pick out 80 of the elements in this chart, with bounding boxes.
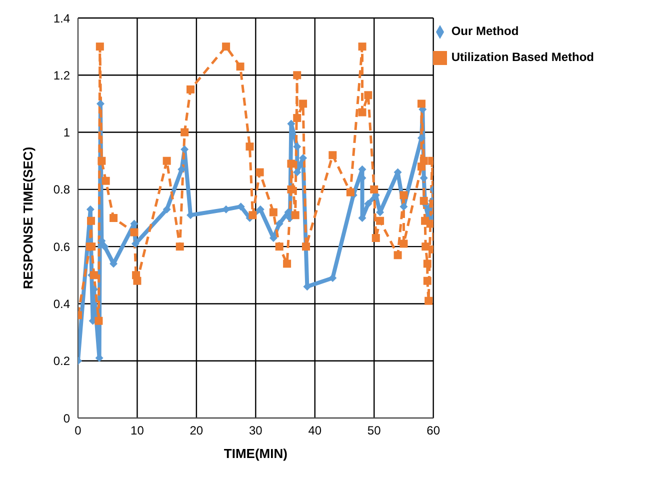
point xyxy=(275,220,284,228)
point xyxy=(100,242,109,251)
point xyxy=(283,260,292,268)
point xyxy=(394,251,402,260)
y-tick-label: 1.4 xyxy=(53,11,70,26)
point xyxy=(299,154,308,162)
point xyxy=(256,205,264,214)
y-tick-label: 0 xyxy=(63,411,70,426)
point xyxy=(246,142,254,151)
point xyxy=(293,142,302,151)
point xyxy=(269,208,278,216)
point xyxy=(358,42,366,51)
y-axis-title: RESPONSE TIME(SEC) xyxy=(20,146,36,290)
y-tick-label: 0.6 xyxy=(53,240,70,254)
point xyxy=(400,202,408,211)
point xyxy=(364,91,372,100)
x-tick-label: 10 xyxy=(130,424,144,438)
point xyxy=(328,274,337,282)
point xyxy=(293,168,302,176)
point xyxy=(96,100,105,108)
point xyxy=(302,242,310,251)
point xyxy=(400,191,408,200)
point xyxy=(287,185,296,194)
point xyxy=(87,216,96,225)
point xyxy=(162,156,171,165)
point xyxy=(180,145,189,154)
point xyxy=(420,156,428,165)
point xyxy=(423,276,432,285)
point xyxy=(256,168,264,176)
point xyxy=(133,276,142,285)
point xyxy=(422,242,430,251)
point xyxy=(346,188,354,196)
point xyxy=(222,42,230,51)
point xyxy=(180,128,189,136)
x-tick-label: 50 xyxy=(367,424,382,438)
point xyxy=(376,216,384,225)
point xyxy=(358,108,366,116)
point xyxy=(131,240,140,248)
point xyxy=(248,211,257,220)
point xyxy=(299,100,308,108)
point xyxy=(236,62,244,71)
point xyxy=(162,205,171,214)
point xyxy=(328,151,337,160)
point xyxy=(372,234,380,242)
y-tick-label: 1.2 xyxy=(53,68,70,82)
point xyxy=(186,85,195,94)
point xyxy=(275,242,284,251)
legend-label: Our Method xyxy=(451,24,519,38)
point xyxy=(96,42,104,51)
point xyxy=(420,196,428,205)
y-tick-label: 1 xyxy=(63,126,70,140)
point xyxy=(426,220,434,228)
point xyxy=(287,160,296,168)
x-tick-label: 20 xyxy=(190,424,204,438)
point xyxy=(370,185,378,194)
point xyxy=(420,174,428,182)
point xyxy=(400,240,408,248)
point xyxy=(417,100,426,108)
point xyxy=(94,316,103,325)
x-tick-label: 0 xyxy=(74,424,82,438)
point xyxy=(98,156,106,165)
point xyxy=(130,228,138,236)
point xyxy=(417,134,426,142)
point xyxy=(424,296,433,305)
point xyxy=(102,176,110,185)
point xyxy=(364,200,372,208)
point xyxy=(293,71,302,80)
point xyxy=(423,260,432,268)
x-axis-title: TIME(MIN) xyxy=(224,446,288,461)
legend-label: Utilization Based Method xyxy=(451,50,594,64)
x-tick-label: 30 xyxy=(248,424,263,438)
y-tick-label: 0.8 xyxy=(53,182,70,197)
point xyxy=(176,242,184,251)
y-tick-label: 0.4 xyxy=(53,296,70,311)
point xyxy=(293,114,302,122)
y-tick-label: 0.2 xyxy=(53,354,70,368)
x-tick-label: 40 xyxy=(308,424,322,438)
x-tick-label: 60 xyxy=(426,424,440,438)
point xyxy=(291,211,300,220)
point xyxy=(110,214,118,222)
